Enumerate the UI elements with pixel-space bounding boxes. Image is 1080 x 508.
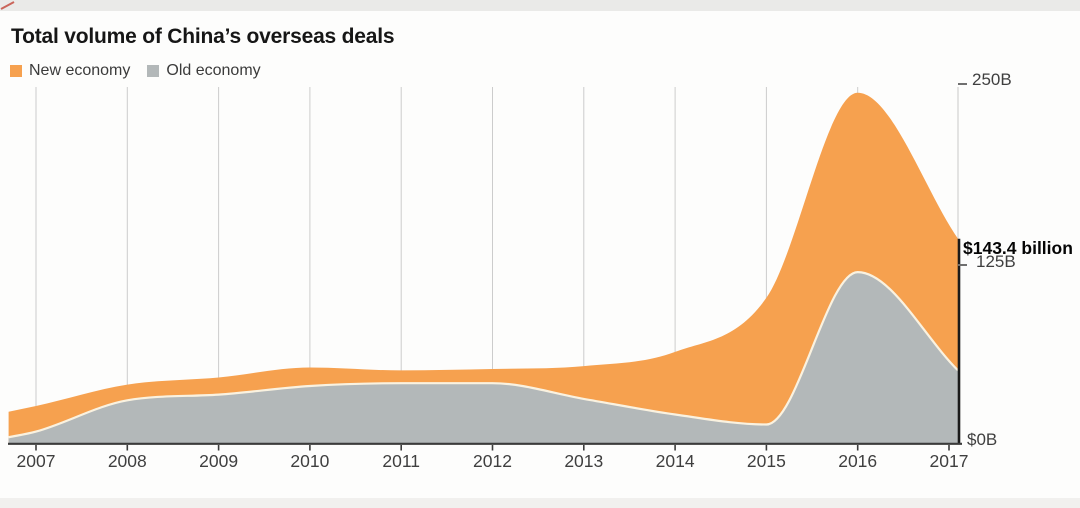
legend-label-old-economy: Old economy: [166, 62, 261, 79]
area-boundary-line: [8, 270, 959, 439]
x-axis-label: 2011: [382, 451, 420, 471]
new-economy-area: [8, 92, 959, 443]
x-axis-label: 2013: [564, 451, 604, 471]
old-economy-area: [8, 272, 959, 443]
x-axis-label: 2009: [199, 451, 239, 471]
y-axis-label-250b: 250B: [972, 70, 1012, 89]
chart-title: Total volume of China’s overseas deals: [11, 25, 395, 48]
y-axis-tick-dash-125b: [958, 264, 967, 266]
x-axis-label: 2010: [290, 451, 330, 471]
legend-swatch-old-economy-icon: [147, 65, 160, 77]
legend-swatch-new-economy-icon: [10, 65, 22, 77]
legend-item-old-economy: Old economy: [147, 62, 261, 80]
y-axis-label-0b: $0B: [967, 430, 998, 449]
x-axis-label: 2017: [929, 451, 969, 471]
y-axis-label-125b: 125B: [976, 252, 1016, 271]
y-axis-tick-dash-250b: [958, 83, 967, 85]
x-axis-label: 2008: [107, 451, 147, 471]
bottom-strip: [0, 498, 1080, 508]
legend-label-new-economy: New economy: [29, 62, 131, 79]
end-value-annotation: $143.4 billion: [963, 238, 1073, 258]
corner-red-mark: [0, 1, 15, 10]
x-axis-label: 2016: [838, 451, 878, 471]
x-axis-label: 2014: [655, 451, 695, 471]
legend: New economy Old economy: [10, 62, 278, 80]
x-axis-label: 2012: [473, 451, 512, 471]
legend-item-new-economy: New economy: [10, 62, 130, 80]
top-strip: [0, 0, 1080, 11]
x-axis-label: 2007: [16, 451, 56, 471]
x-axis-label: 2015: [746, 451, 786, 471]
